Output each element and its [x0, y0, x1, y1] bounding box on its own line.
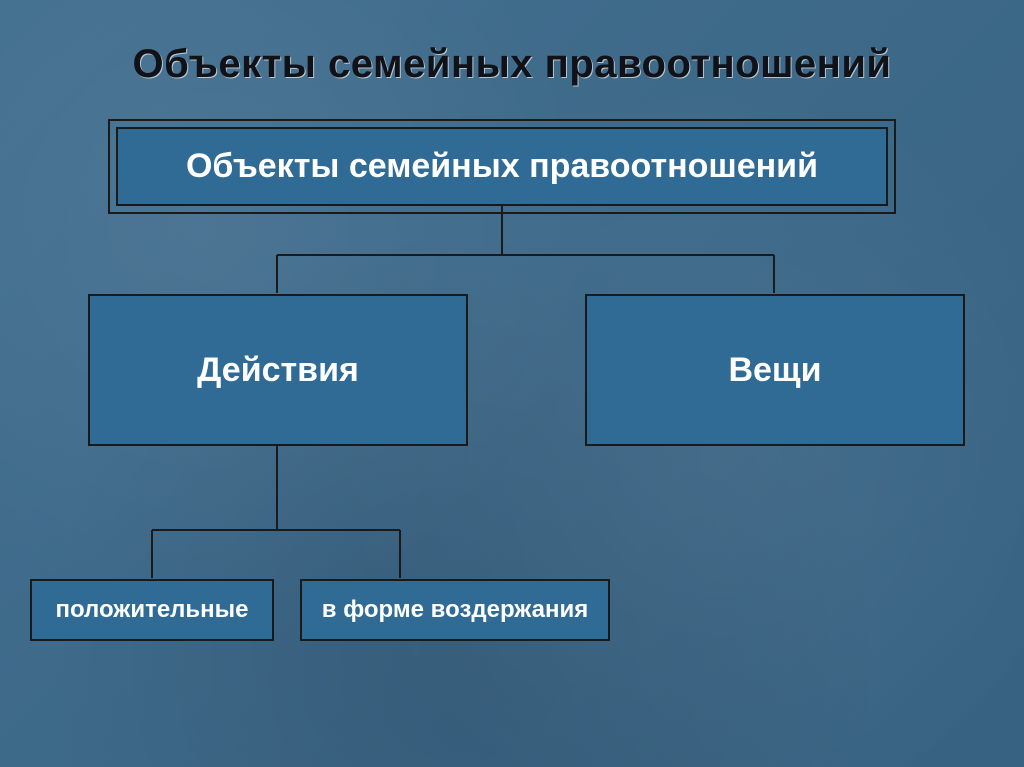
root-box-label: Объекты семейных правоотношений: [186, 147, 818, 186]
positive-box: положительные: [30, 579, 274, 641]
things-box: Вещи: [585, 294, 965, 446]
root-box: Объекты семейных правоотношений: [116, 127, 888, 206]
actions-box-label: Действия: [197, 351, 359, 390]
abstention-box-label: в форме воздержания: [322, 596, 588, 624]
page-title: Объекты семейных правоотношений: [0, 42, 1024, 87]
abstention-box: в форме воздержания: [300, 579, 610, 641]
positive-box-label: положительные: [55, 596, 248, 624]
page-title-text: Объекты семейных правоотношений: [132, 42, 891, 86]
things-box-label: Вещи: [728, 351, 821, 390]
actions-box: Действия: [88, 294, 468, 446]
diagram-stage: Объекты семейных правоотношений Объекты …: [0, 0, 1024, 767]
